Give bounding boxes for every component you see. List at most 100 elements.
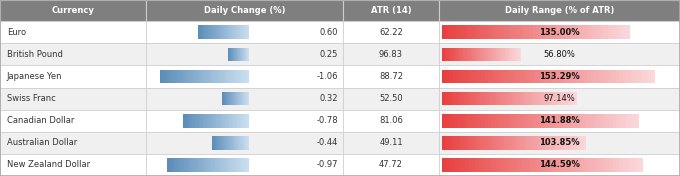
Bar xyxy=(169,158,171,172)
Bar xyxy=(181,70,184,83)
Bar xyxy=(523,92,526,105)
Bar xyxy=(592,158,596,172)
Bar xyxy=(198,114,199,128)
Bar xyxy=(241,136,243,150)
Bar xyxy=(211,70,214,83)
Bar xyxy=(442,70,446,83)
Bar xyxy=(572,136,575,150)
Bar xyxy=(505,158,509,172)
Bar xyxy=(238,114,240,128)
Bar xyxy=(459,158,462,172)
Bar xyxy=(201,70,203,83)
Bar xyxy=(521,92,523,105)
Bar xyxy=(215,158,216,172)
Bar xyxy=(566,92,568,105)
Bar xyxy=(227,136,228,150)
Bar xyxy=(505,25,508,39)
Bar xyxy=(462,114,465,128)
Bar xyxy=(499,158,503,172)
Bar xyxy=(243,25,245,39)
Bar xyxy=(483,25,486,39)
Bar xyxy=(522,158,526,172)
Bar xyxy=(502,136,505,150)
Bar xyxy=(541,92,543,105)
Bar xyxy=(476,48,478,61)
Bar xyxy=(493,48,495,61)
Bar xyxy=(579,158,583,172)
Bar xyxy=(487,48,488,61)
Bar xyxy=(211,114,212,128)
Bar xyxy=(228,136,230,150)
Bar xyxy=(636,158,640,172)
Bar xyxy=(593,114,596,128)
Bar xyxy=(579,136,581,150)
Bar xyxy=(238,70,240,83)
Bar xyxy=(449,114,452,128)
Bar xyxy=(343,43,439,65)
Bar xyxy=(233,70,235,83)
Bar xyxy=(466,92,469,105)
Bar xyxy=(473,48,475,61)
Bar xyxy=(494,48,496,61)
Bar xyxy=(192,70,194,83)
Bar xyxy=(243,114,245,128)
Bar xyxy=(498,48,500,61)
Bar xyxy=(541,114,544,128)
Bar xyxy=(603,114,607,128)
Bar xyxy=(492,25,496,39)
Bar xyxy=(241,48,242,61)
Bar xyxy=(244,136,245,150)
Bar xyxy=(243,92,244,105)
Bar xyxy=(462,48,463,61)
Bar xyxy=(247,92,248,105)
Bar xyxy=(447,92,449,105)
Text: 0.60: 0.60 xyxy=(320,28,338,37)
Bar xyxy=(226,136,227,150)
Bar xyxy=(214,25,216,39)
Bar xyxy=(0,21,146,43)
Bar xyxy=(234,25,235,39)
Bar xyxy=(199,25,201,39)
Bar xyxy=(562,136,565,150)
Bar xyxy=(550,114,554,128)
Bar xyxy=(478,136,481,150)
Bar xyxy=(461,136,464,150)
Bar xyxy=(559,70,563,83)
Bar xyxy=(506,70,510,83)
Bar xyxy=(556,158,560,172)
Bar xyxy=(591,70,595,83)
Bar xyxy=(201,25,203,39)
Bar xyxy=(224,114,226,128)
Bar xyxy=(573,92,575,105)
Bar xyxy=(464,136,466,150)
Bar xyxy=(452,136,454,150)
Bar xyxy=(466,48,467,61)
Bar xyxy=(488,114,492,128)
Text: 135.00%: 135.00% xyxy=(539,28,579,37)
Bar xyxy=(206,70,208,83)
Bar xyxy=(488,136,490,150)
Text: Japanese Yen: Japanese Yen xyxy=(7,72,63,81)
Bar xyxy=(248,48,249,61)
Bar xyxy=(231,48,232,61)
Bar xyxy=(222,136,223,150)
Bar xyxy=(486,136,488,150)
Bar xyxy=(203,25,204,39)
Bar xyxy=(550,92,552,105)
Bar xyxy=(498,92,500,105)
Bar xyxy=(239,48,240,61)
Bar xyxy=(523,25,527,39)
Bar xyxy=(552,70,556,83)
Text: New Zealand Dollar: New Zealand Dollar xyxy=(7,161,90,169)
Bar xyxy=(489,92,492,105)
Bar xyxy=(197,70,199,83)
Bar xyxy=(443,48,445,61)
Text: -1.06: -1.06 xyxy=(316,72,338,81)
Text: -0.44: -0.44 xyxy=(317,138,338,147)
Bar xyxy=(239,92,241,105)
Bar xyxy=(462,92,465,105)
Bar xyxy=(573,25,577,39)
Bar xyxy=(532,92,534,105)
Bar xyxy=(623,158,626,172)
Bar xyxy=(449,136,452,150)
